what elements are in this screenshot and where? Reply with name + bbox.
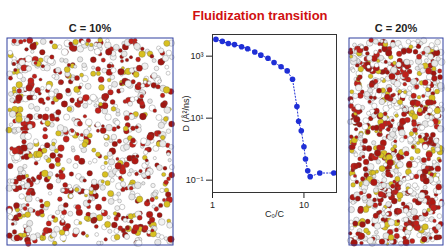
svg-text:C₀/C: C₀/C	[265, 209, 285, 219]
svg-text:10: 10	[299, 200, 309, 210]
html-text:Fluidization transition: Fluidization transition	[192, 8, 328, 23]
html-text:C = 10%: C = 10%	[68, 22, 112, 34]
svg-text:10³: 10³	[190, 51, 203, 61]
svg-text:10⁻¹: 10⁻¹	[186, 175, 204, 185]
html-text:C = 20%: C = 20%	[374, 22, 418, 34]
svg-text:D (Å²/ns): D (Å²/ns)	[181, 95, 191, 131]
svg-text:1: 1	[210, 200, 215, 210]
svg-text:10¹: 10¹	[190, 113, 203, 123]
